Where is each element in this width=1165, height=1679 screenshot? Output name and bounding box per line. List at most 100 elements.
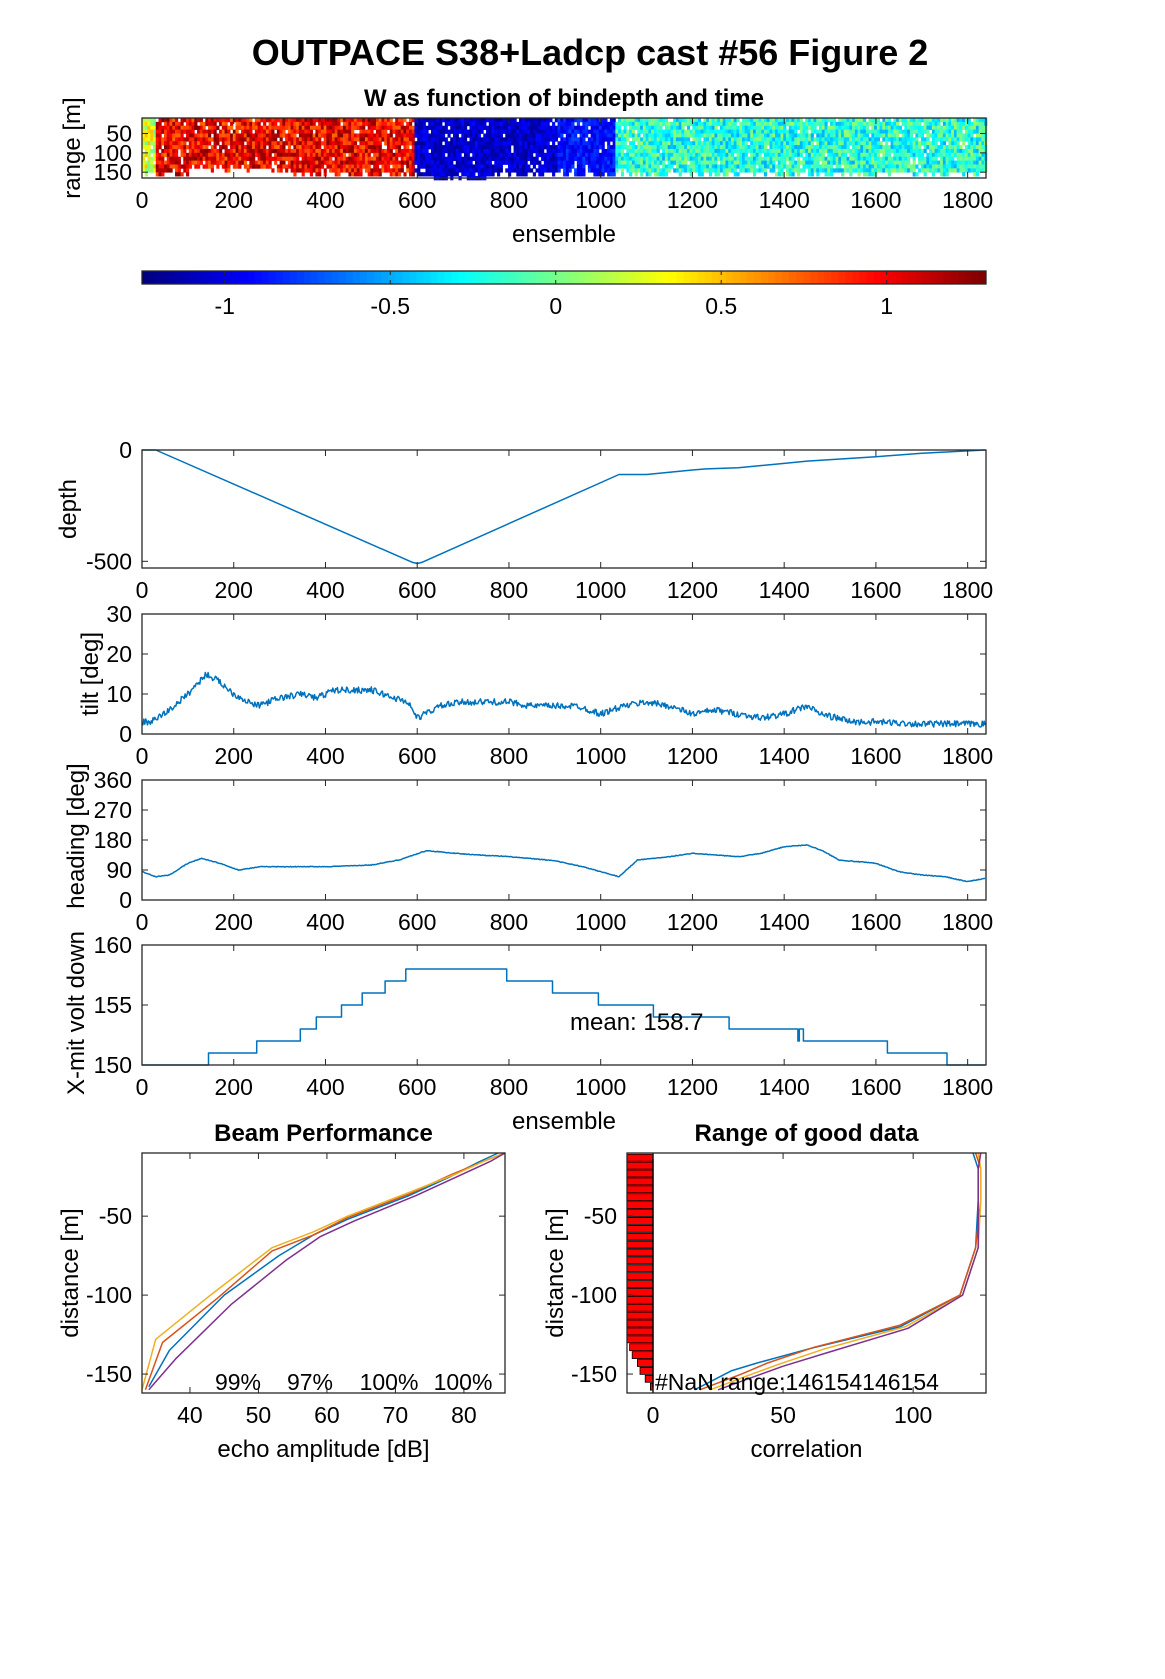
- w-cell: [631, 133, 636, 138]
- w-cell: [912, 148, 916, 154]
- w-cell: [962, 125, 966, 131]
- w-cell: [274, 121, 278, 127]
- w-cell: [931, 125, 936, 131]
- w-cell: [527, 133, 531, 138]
- w-cell: [340, 145, 344, 150]
- w-cell: [596, 125, 600, 131]
- w-cell: [197, 160, 201, 165]
- w-cell: [574, 141, 578, 146]
- w-cell: [334, 118, 338, 123]
- w-cell: [904, 121, 908, 127]
- w-cell: [180, 152, 184, 158]
- w-cell: [626, 156, 630, 161]
- w-cell: [964, 129, 969, 134]
- w-cell: [466, 168, 470, 173]
- w-cell: [598, 133, 603, 138]
- w-cell: [750, 133, 754, 138]
- w-cell: [265, 152, 269, 158]
- w-cell: [516, 141, 520, 146]
- w-cell: [761, 160, 765, 165]
- w-cell: [433, 118, 437, 123]
- w-cell: [524, 160, 528, 165]
- w-cell: [323, 129, 327, 134]
- w-cell: [142, 160, 146, 165]
- w-cell: [703, 152, 707, 158]
- w-cell: [422, 148, 426, 154]
- w-cell: [747, 164, 751, 169]
- w-cell: [521, 145, 525, 150]
- w-cell: [686, 137, 691, 142]
- w-cell: [458, 156, 462, 161]
- w-cell: [397, 141, 402, 146]
- w-cell: [367, 160, 371, 165]
- w-cell: [373, 168, 377, 173]
- w-cell: [678, 156, 682, 161]
- w-cell: [601, 168, 605, 173]
- colorbar-swatch: [437, 271, 445, 284]
- w-cell: [810, 125, 814, 131]
- w-cell: [552, 133, 556, 138]
- w-cell: [546, 133, 550, 138]
- w-cell: [854, 152, 858, 158]
- w-cell: [585, 121, 589, 127]
- w-cell: [546, 137, 550, 142]
- w-cell: [287, 152, 292, 158]
- w-cell: [318, 156, 322, 161]
- w-cell: [978, 141, 982, 146]
- w-cell: [948, 129, 952, 134]
- w-cell: [797, 118, 801, 123]
- w-cell: [268, 160, 272, 165]
- w-cell: [425, 145, 429, 150]
- w-cell: [835, 137, 839, 142]
- w-cell: [557, 152, 561, 158]
- w-cell: [191, 156, 195, 161]
- w-cell: [169, 168, 173, 173]
- w-cell: [216, 164, 220, 169]
- w-cell: [948, 160, 952, 165]
- w-cell: [959, 133, 963, 138]
- w-cell: [491, 168, 495, 173]
- w-cell: [428, 133, 432, 138]
- w-cell: [830, 125, 834, 131]
- w-cell: [161, 129, 165, 134]
- w-cell: [395, 129, 399, 134]
- w-cell: [345, 148, 349, 154]
- w-cell: [502, 125, 506, 131]
- w-cell: [202, 133, 206, 138]
- w-cell: [769, 133, 773, 138]
- w-cell: [455, 137, 459, 142]
- w-cell: [483, 121, 487, 127]
- w-cell: [684, 156, 688, 161]
- w-cell: [508, 145, 512, 150]
- w-cell: [241, 125, 245, 131]
- w-cell: [827, 145, 831, 150]
- w-cell: [863, 129, 867, 134]
- w-cell: [144, 160, 148, 165]
- w-cell: [780, 172, 784, 177]
- w-cell: [692, 148, 696, 154]
- w-cell: [686, 164, 691, 169]
- w-cell: [799, 160, 803, 165]
- w-cell: [967, 168, 971, 173]
- w-cell: [956, 156, 960, 161]
- w-cell: [392, 121, 396, 127]
- w-cell: [896, 164, 900, 169]
- colorbar-swatch: [444, 271, 452, 284]
- w-cell: [593, 152, 597, 158]
- w-cell: [739, 141, 743, 146]
- w-cell: [700, 145, 704, 150]
- w-cell: [516, 164, 520, 169]
- w-cell: [422, 160, 426, 165]
- w-cell: [664, 172, 669, 177]
- w-cell: [378, 137, 382, 142]
- w-cell: [843, 121, 847, 127]
- w-cell: [384, 137, 388, 142]
- w-cell: [543, 156, 547, 161]
- w-cell: [263, 164, 267, 169]
- w-cell: [637, 121, 641, 127]
- w-cell: [235, 137, 239, 142]
- colorbar-swatch: [950, 271, 959, 284]
- w-cell: [452, 148, 457, 154]
- w-cell: [403, 160, 407, 165]
- w-cell: [298, 118, 303, 123]
